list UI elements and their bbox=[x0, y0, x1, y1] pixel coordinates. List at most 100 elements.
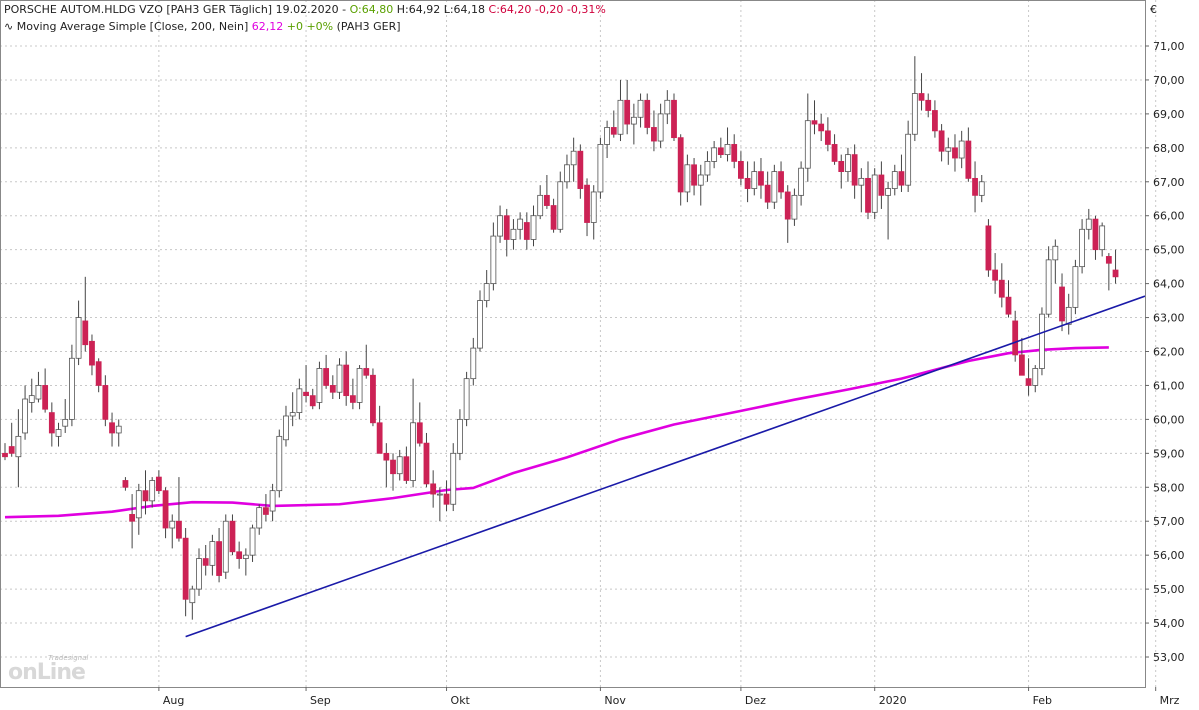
candle[interactable] bbox=[764, 171, 771, 209]
candle[interactable] bbox=[1032, 365, 1039, 393]
candle[interactable] bbox=[958, 130, 965, 169]
candle[interactable] bbox=[938, 124, 945, 162]
candle[interactable] bbox=[891, 164, 898, 196]
candle[interactable] bbox=[564, 154, 570, 189]
candle[interactable] bbox=[630, 103, 637, 145]
candle[interactable] bbox=[329, 375, 336, 400]
candle[interactable] bbox=[35, 371, 42, 403]
candle[interactable] bbox=[570, 137, 577, 182]
candle[interactable] bbox=[383, 443, 390, 488]
candle[interactable] bbox=[443, 480, 450, 512]
candle[interactable] bbox=[309, 388, 316, 410]
candle[interactable] bbox=[644, 93, 651, 135]
candle[interactable] bbox=[263, 494, 269, 522]
candle[interactable] bbox=[1065, 293, 1072, 335]
candle[interactable] bbox=[222, 514, 229, 579]
candle[interactable] bbox=[457, 409, 463, 461]
candle[interactable] bbox=[129, 494, 136, 549]
candle[interactable] bbox=[396, 449, 403, 481]
candle[interactable] bbox=[804, 93, 811, 182]
candle[interactable] bbox=[176, 477, 182, 542]
candle[interactable] bbox=[490, 222, 497, 291]
candle[interactable] bbox=[671, 93, 677, 142]
candle[interactable] bbox=[89, 334, 95, 376]
candle[interactable] bbox=[1059, 273, 1065, 332]
candle[interactable] bbox=[925, 93, 932, 118]
candle[interactable] bbox=[289, 392, 296, 427]
candle[interactable] bbox=[758, 158, 764, 199]
candle[interactable] bbox=[704, 151, 711, 182]
candle[interactable] bbox=[1105, 253, 1112, 291]
candle[interactable] bbox=[115, 419, 122, 447]
candle[interactable] bbox=[497, 205, 503, 243]
candle[interactable] bbox=[610, 110, 617, 138]
candle[interactable] bbox=[149, 477, 156, 508]
candle[interactable] bbox=[878, 161, 885, 209]
candle[interactable] bbox=[972, 161, 978, 213]
candle[interactable] bbox=[998, 263, 1005, 308]
candle[interactable] bbox=[1079, 219, 1085, 274]
candle[interactable] bbox=[1052, 239, 1059, 284]
candle[interactable] bbox=[416, 402, 423, 447]
candle[interactable] bbox=[697, 164, 704, 206]
candle[interactable] bbox=[543, 174, 550, 209]
candle[interactable] bbox=[1099, 222, 1106, 257]
candle[interactable] bbox=[423, 432, 430, 488]
candle[interactable] bbox=[684, 154, 691, 203]
candle[interactable] bbox=[196, 548, 202, 596]
candle[interactable] bbox=[1025, 358, 1032, 396]
candle[interactable] bbox=[952, 134, 958, 172]
candle[interactable] bbox=[102, 375, 109, 427]
candle[interactable] bbox=[932, 100, 938, 138]
candle[interactable] bbox=[838, 154, 845, 189]
candle[interactable] bbox=[1092, 215, 1099, 260]
candle[interactable] bbox=[209, 534, 216, 576]
candle[interactable] bbox=[604, 120, 610, 159]
candle[interactable] bbox=[530, 205, 537, 247]
candle[interactable] bbox=[905, 120, 912, 192]
candle[interactable] bbox=[945, 137, 952, 165]
candle[interactable] bbox=[109, 412, 115, 447]
candle[interactable] bbox=[155, 470, 162, 495]
candle[interactable] bbox=[523, 212, 530, 250]
candle[interactable] bbox=[738, 151, 744, 186]
candle[interactable] bbox=[15, 409, 22, 488]
candle[interactable] bbox=[1085, 208, 1092, 240]
candle[interactable] bbox=[537, 185, 544, 220]
support-trendline[interactable] bbox=[185, 295, 1146, 638]
candle[interactable] bbox=[911, 56, 918, 142]
candle[interactable] bbox=[28, 378, 35, 413]
candle[interactable] bbox=[597, 137, 604, 199]
candle[interactable] bbox=[303, 365, 309, 403]
candle[interactable] bbox=[470, 337, 477, 386]
candle[interactable] bbox=[691, 158, 697, 196]
candle[interactable] bbox=[744, 161, 751, 203]
candle[interactable] bbox=[169, 514, 176, 549]
candle[interactable] bbox=[1072, 259, 1079, 315]
candle[interactable] bbox=[510, 219, 517, 250]
candle[interactable] bbox=[336, 358, 343, 400]
candle[interactable] bbox=[42, 368, 49, 413]
candle[interactable] bbox=[871, 168, 878, 220]
ma-200-line[interactable] bbox=[4, 346, 1109, 519]
candle[interactable] bbox=[751, 161, 758, 196]
candle[interactable] bbox=[283, 405, 289, 447]
candle[interactable] bbox=[617, 79, 624, 142]
candle[interactable] bbox=[390, 453, 396, 491]
candle[interactable] bbox=[276, 429, 283, 498]
candle[interactable] bbox=[624, 79, 631, 135]
candle[interactable] bbox=[48, 402, 55, 447]
candle[interactable] bbox=[811, 100, 818, 135]
candle[interactable] bbox=[724, 127, 731, 162]
candle[interactable] bbox=[69, 344, 75, 427]
candle[interactable] bbox=[1039, 307, 1045, 376]
candle[interactable] bbox=[370, 368, 376, 427]
candle[interactable] bbox=[343, 351, 350, 406]
candle[interactable] bbox=[356, 365, 363, 410]
candle[interactable] bbox=[851, 144, 858, 199]
candle[interactable] bbox=[463, 371, 470, 427]
candle[interactable] bbox=[216, 528, 222, 583]
candle[interactable] bbox=[1112, 249, 1119, 284]
candle[interactable] bbox=[677, 134, 684, 206]
